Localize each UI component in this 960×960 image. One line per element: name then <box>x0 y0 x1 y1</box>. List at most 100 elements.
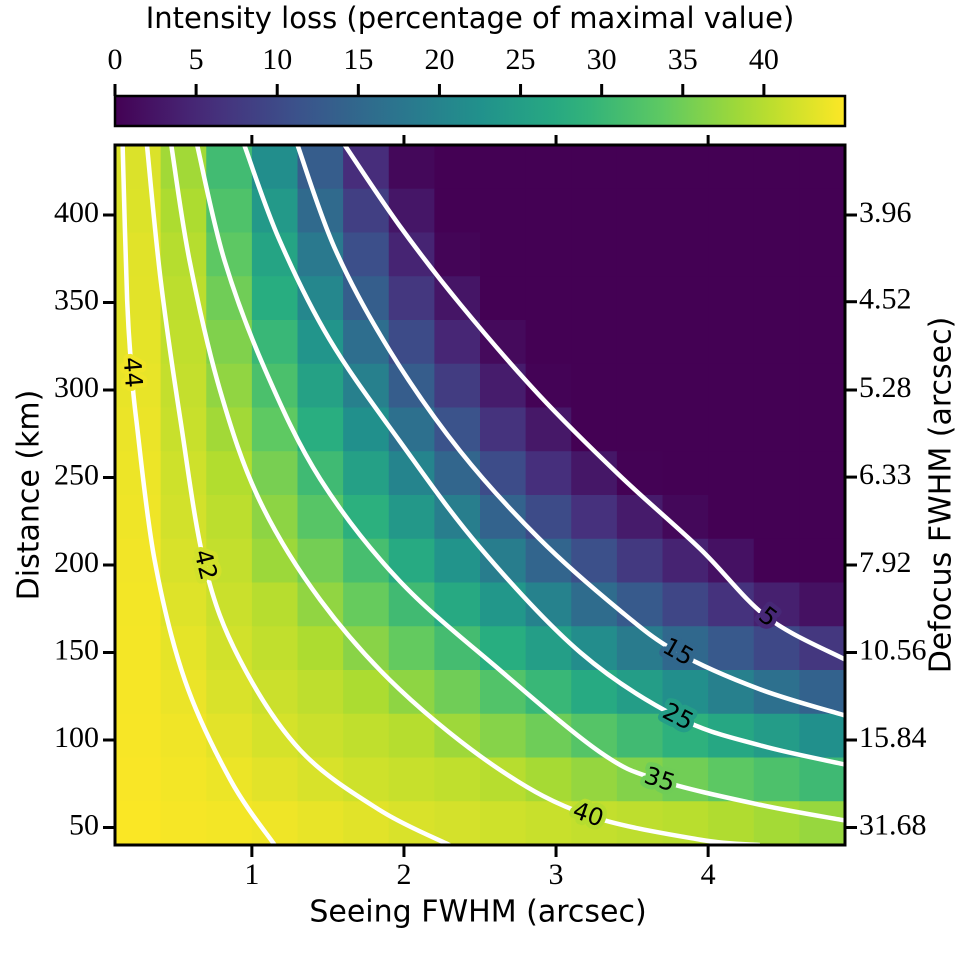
heat-cell <box>297 407 344 452</box>
heat-cell <box>525 276 572 321</box>
heat-cell <box>708 495 755 540</box>
heat-cell <box>662 276 709 321</box>
contour-line <box>144 145 451 845</box>
colorbar-tick-label: 40 <box>749 43 779 76</box>
colorbar-tick-label: 0 <box>108 43 123 76</box>
heat-cell <box>753 582 800 627</box>
heat-cell <box>662 495 709 540</box>
heat-cell <box>708 145 755 190</box>
heat-cell <box>115 757 162 802</box>
heat-cell <box>343 713 390 759</box>
heat-cell <box>388 582 435 627</box>
heat-cell <box>662 670 709 715</box>
heat-cell <box>708 276 755 321</box>
heat-cell <box>434 145 481 190</box>
heat-cell <box>753 757 800 802</box>
contour-line <box>242 145 845 767</box>
heat-cell <box>753 363 800 409</box>
heat-cell <box>662 363 709 409</box>
heat-cell <box>662 232 709 277</box>
y-tick-label: 150 <box>54 633 99 666</box>
heat-cell <box>251 451 299 496</box>
heat-cell <box>753 188 800 234</box>
heat-cell <box>388 713 435 759</box>
heat-cell <box>525 188 572 234</box>
heat-cell <box>343 626 390 671</box>
heat-cell <box>753 407 800 452</box>
heat-cell <box>251 363 299 409</box>
y2-tick-label: 31.68 <box>859 808 927 841</box>
colorbar-tick-label: 30 <box>587 43 617 76</box>
x-tick-label: 3 <box>549 858 564 891</box>
heat-cell <box>525 801 572 845</box>
heat-cell <box>708 407 755 452</box>
heat-cell <box>799 320 845 365</box>
heat-cell <box>251 538 299 584</box>
contour-line <box>120 145 277 845</box>
heat-cell <box>160 363 207 409</box>
contours <box>120 145 845 845</box>
colorbar-tick-label: 5 <box>189 43 204 76</box>
heat-cell <box>434 451 481 496</box>
heat-cell <box>343 495 390 540</box>
heat-cell <box>616 407 664 452</box>
heat-cell <box>799 713 845 759</box>
heat-cell <box>434 757 481 802</box>
heat-cell <box>388 320 435 365</box>
heat-cell <box>525 626 572 671</box>
heat-cell <box>434 670 481 715</box>
heat-cell <box>571 407 618 452</box>
heat-cell <box>571 320 618 365</box>
heat-cell <box>525 757 572 802</box>
heat-cell <box>206 670 253 715</box>
heat-cell <box>525 713 572 759</box>
heat-cell <box>708 451 755 496</box>
heat-cell <box>115 451 162 496</box>
heat-cell <box>434 320 481 365</box>
heat-cell <box>799 145 845 190</box>
heat-cell <box>343 232 390 277</box>
heat-cell <box>115 670 162 715</box>
heat-cell <box>616 276 664 321</box>
heat-cell <box>480 670 527 715</box>
heat-cell <box>388 801 435 845</box>
heat-cell <box>525 320 572 365</box>
heat-cell <box>799 451 845 496</box>
heat-cell <box>343 670 390 715</box>
y2-tick-label: 6.33 <box>859 458 912 491</box>
heat-cell <box>115 363 162 409</box>
colorbar-tick-label: 10 <box>262 43 292 76</box>
colorbar-title: Intensity loss (percentage of maximal va… <box>146 1 795 35</box>
heat-cell <box>571 363 618 409</box>
heat-cell <box>388 145 435 190</box>
heat-cell <box>708 582 755 627</box>
heat-cell <box>753 670 800 715</box>
heat-cell <box>251 757 299 802</box>
y-tick-label: 250 <box>54 458 99 491</box>
heat-cell <box>480 801 527 845</box>
heat-cell <box>616 145 664 190</box>
heat-cell <box>799 495 845 540</box>
heat-cell <box>571 495 618 540</box>
contour-label: 44 <box>118 356 148 389</box>
heat-cell <box>115 495 162 540</box>
heatmap <box>115 145 845 845</box>
heat-cell <box>525 451 572 496</box>
heat-cell <box>753 495 800 540</box>
heat-cell <box>388 757 435 802</box>
y-tick-label: 200 <box>54 546 99 579</box>
y-tick-label: 400 <box>54 196 99 229</box>
y-tick-label: 350 <box>54 283 99 316</box>
heat-cell <box>480 626 527 671</box>
heat-cell <box>616 713 664 759</box>
heat-cell <box>434 188 481 234</box>
heat-cell <box>115 276 162 321</box>
y2-tick-label: 5.28 <box>859 371 912 404</box>
heat-cell <box>480 276 527 321</box>
y2-tick-label: 7.92 <box>859 546 912 579</box>
heat-cell <box>297 626 344 671</box>
heat-cell <box>616 363 664 409</box>
heat-cell <box>434 538 481 584</box>
heat-cell <box>708 538 755 584</box>
heat-cell <box>343 320 390 365</box>
